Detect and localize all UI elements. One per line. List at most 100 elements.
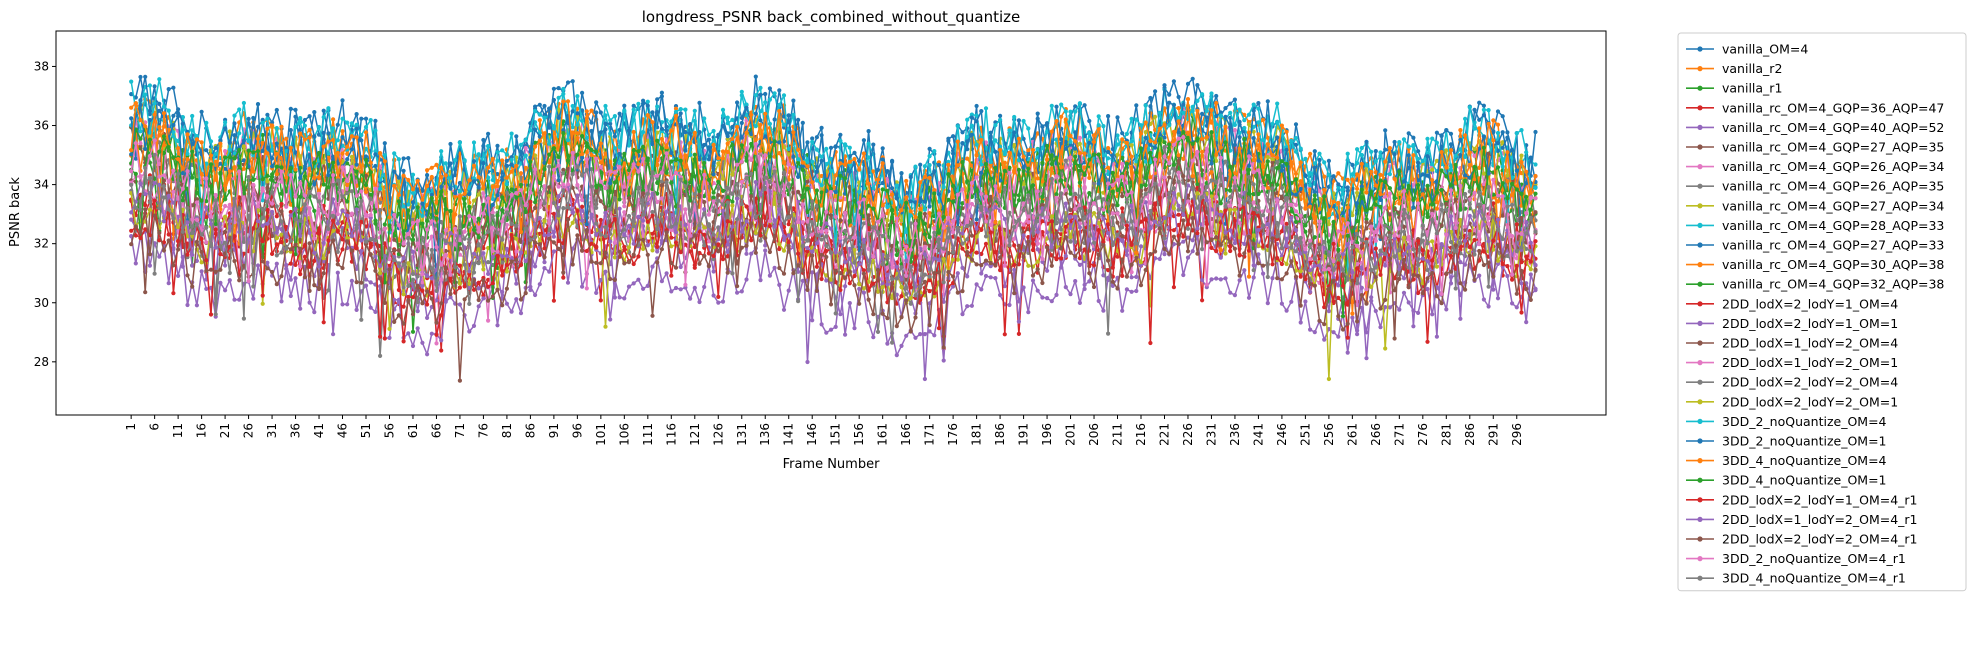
data-point <box>819 133 824 138</box>
data-point <box>1214 93 1219 99</box>
data-point <box>1312 330 1317 335</box>
data-point <box>533 292 538 298</box>
data-point <box>1200 298 1205 303</box>
data-point <box>678 287 683 292</box>
data-point <box>805 179 810 184</box>
data-point <box>692 174 697 179</box>
data-point <box>227 140 232 145</box>
data-point <box>284 136 289 141</box>
data-point <box>194 200 199 205</box>
data-point <box>481 296 486 301</box>
data-point <box>777 151 782 156</box>
data-point <box>641 191 646 196</box>
data-point <box>744 251 749 256</box>
data-point <box>1106 149 1111 155</box>
data-point <box>1406 300 1411 305</box>
data-point <box>166 87 171 92</box>
data-point <box>1322 337 1327 342</box>
data-point <box>871 169 876 174</box>
data-point <box>918 332 923 337</box>
data-point <box>415 309 420 314</box>
data-point <box>716 186 721 191</box>
data-point <box>852 150 857 155</box>
data-point <box>373 128 378 133</box>
data-point <box>1519 153 1524 158</box>
data-point <box>556 115 561 120</box>
data-point <box>1134 103 1139 108</box>
data-point <box>1157 256 1162 262</box>
data-point <box>387 335 392 340</box>
data-point <box>1087 118 1092 124</box>
data-point <box>814 264 820 269</box>
data-point <box>542 103 547 109</box>
data-point <box>509 309 514 314</box>
data-point <box>965 156 970 161</box>
data-point <box>1495 165 1501 170</box>
data-point <box>392 248 397 253</box>
data-point <box>979 271 984 276</box>
data-point <box>345 151 350 156</box>
data-point <box>504 190 509 195</box>
data-point <box>147 263 152 268</box>
data-point <box>1129 139 1134 144</box>
data-point <box>1500 114 1505 119</box>
data-point <box>711 293 716 298</box>
data-point <box>570 103 575 109</box>
data-point <box>1458 128 1463 133</box>
data-point <box>561 275 566 280</box>
data-point <box>547 141 552 146</box>
data-point <box>1035 111 1040 116</box>
data-point <box>1040 295 1045 300</box>
data-point <box>904 178 909 184</box>
data-point <box>1355 190 1360 195</box>
data-point <box>1120 308 1125 313</box>
data-point <box>767 273 773 278</box>
data-point <box>1378 234 1383 239</box>
data-point <box>1214 276 1219 281</box>
data-point <box>1495 109 1501 114</box>
data-point <box>1171 79 1176 84</box>
data-point <box>1495 130 1501 136</box>
data-point <box>1246 295 1252 300</box>
data-point <box>1021 285 1026 290</box>
data-point <box>1293 136 1299 141</box>
data-point <box>354 112 359 117</box>
data-point <box>988 275 993 280</box>
data-point <box>847 301 852 306</box>
data-point <box>185 157 190 162</box>
data-point <box>1495 296 1501 301</box>
data-point <box>1214 100 1219 106</box>
data-point <box>401 304 406 309</box>
data-point <box>476 304 481 309</box>
data-point <box>143 74 148 79</box>
data-point <box>688 296 693 301</box>
data-point <box>495 150 500 155</box>
data-point <box>396 157 401 162</box>
data-point <box>941 358 946 363</box>
data-point <box>608 317 613 322</box>
data-point <box>251 177 256 182</box>
data-point <box>772 265 777 270</box>
data-point <box>641 286 646 291</box>
data-point <box>410 329 416 334</box>
data-point <box>1167 171 1172 176</box>
data-point <box>316 124 322 130</box>
data-point <box>1120 234 1125 239</box>
data-point <box>490 210 495 215</box>
data-point <box>448 186 453 191</box>
data-point <box>514 134 519 139</box>
data-point <box>800 220 805 225</box>
data-point <box>753 93 758 98</box>
data-point <box>913 254 918 259</box>
data-point <box>143 290 148 295</box>
data-point <box>598 110 603 115</box>
data-point <box>363 116 369 121</box>
data-point <box>509 131 514 136</box>
data-point <box>922 232 928 237</box>
data-point <box>899 294 904 299</box>
data-point <box>899 171 904 176</box>
data-point <box>1298 146 1303 151</box>
data-point <box>1242 112 1247 117</box>
data-point <box>1120 131 1125 136</box>
data-point <box>1481 113 1486 118</box>
